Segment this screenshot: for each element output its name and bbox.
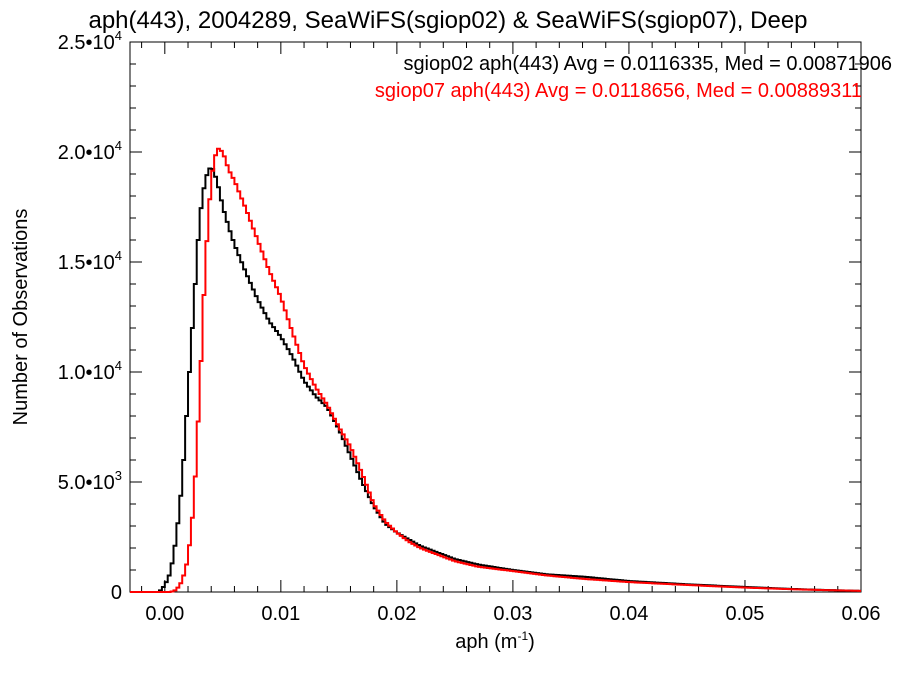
y-axis-label: Number of Observations: [10, 209, 32, 426]
x-axis-label-close: ): [528, 631, 535, 653]
x-axis-label: aph (m-1): [455, 629, 535, 653]
x-tick-label: 0.00: [145, 603, 184, 625]
y-tick-label: 0: [111, 582, 122, 604]
series-sgiop02-line: [130, 167, 861, 593]
x-axis-ticks: 0.00 0.01 0.02 0.03 0.04 0.05 0.06: [141, 42, 881, 625]
plot-frame: [129, 41, 862, 593]
x-tick-label: 0.03: [493, 603, 532, 625]
x-tick-label: 0.05: [725, 603, 764, 625]
legend-entry-sgiop02: sgiop02 aph(443) Avg = 0.0116335, Med = …: [403, 53, 892, 75]
x-tick-label: 0.01: [261, 603, 300, 625]
y-tick-label: 1.0•104: [58, 358, 122, 384]
y-axis-ticks: 0 5.0•103 1.0•104 1.5•104 2.0•104 2.5•104: [58, 28, 861, 604]
series-sgiop07-line: [130, 147, 861, 593]
y-tick-label: 5.0•103: [58, 468, 122, 494]
series-layer: [130, 147, 861, 593]
x-tick-label: 0.02: [377, 603, 416, 625]
chart-title: aph(443), 2004289, SeaWiFS(sgiop02) & Se…: [88, 7, 807, 34]
x-tick-label: 0.04: [609, 603, 648, 625]
y-tick-label: 2.5•104: [58, 28, 122, 54]
y-tick-label: 1.5•104: [58, 248, 122, 274]
x-tick-label: 0.06: [842, 603, 881, 625]
x-axis-label-main: aph (m: [455, 631, 517, 653]
legend-entry-sgiop07: sgiop07 aph(443) Avg = 0.0118656, Med = …: [375, 80, 862, 102]
x-axis-label-superscript: -1: [517, 629, 528, 643]
y-tick-label: 2.0•104: [58, 138, 122, 164]
